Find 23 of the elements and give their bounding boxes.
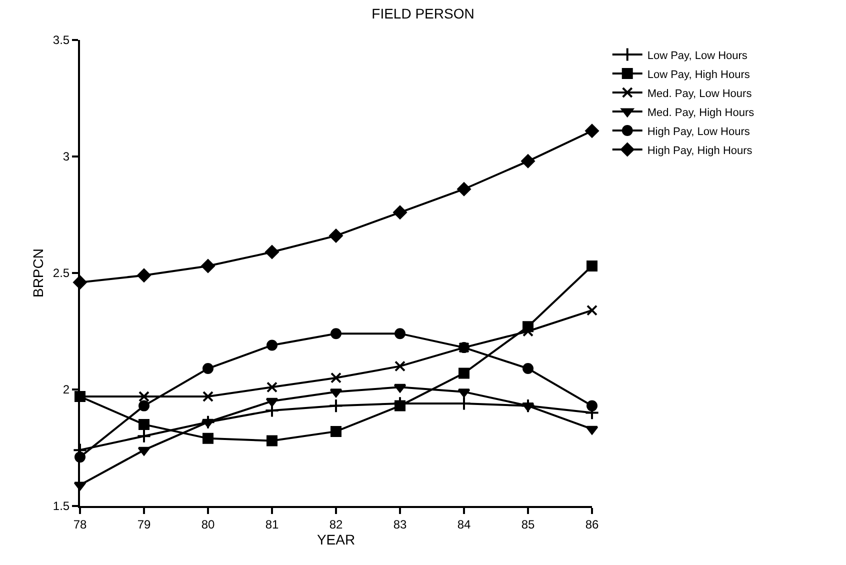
x-tick-label: 81 bbox=[265, 517, 279, 532]
y-tick-label: 3.5 bbox=[52, 33, 70, 48]
legend-label: Med. Pay, High Hours bbox=[647, 106, 755, 119]
y-axis-title: BRPCN bbox=[30, 248, 46, 298]
x-tick-label: 80 bbox=[201, 517, 215, 532]
x-axis-title: YEAR bbox=[316, 531, 356, 548]
legend-label: Low Pay, Low Hours bbox=[647, 50, 748, 62]
x-tick-label: 86 bbox=[585, 517, 599, 532]
x-tick-label: 82 bbox=[329, 517, 343, 532]
x-tick-label: 84 bbox=[457, 517, 471, 532]
x-tick-label: 83 bbox=[393, 517, 407, 532]
x-tick-label: 85 bbox=[521, 517, 535, 532]
y-tick-label: 2 bbox=[62, 382, 70, 397]
legend-label: Low Pay, High Hours bbox=[647, 68, 750, 81]
y-tick-label: 3 bbox=[62, 150, 70, 164]
legend-label: Med. Pay, Low Hours bbox=[647, 88, 752, 100]
legend-label: High Pay, Low Hours bbox=[647, 126, 750, 138]
y-tick-label: 1.5 bbox=[52, 499, 70, 514]
x-tick-label: 79 bbox=[137, 517, 151, 532]
chart-title: FIELD PERSON bbox=[372, 5, 474, 22]
x-tick-label: 78 bbox=[73, 517, 87, 532]
legend-label: High Pay, High Hours bbox=[647, 144, 753, 157]
y-tick-label: 2.5 bbox=[52, 266, 70, 280]
